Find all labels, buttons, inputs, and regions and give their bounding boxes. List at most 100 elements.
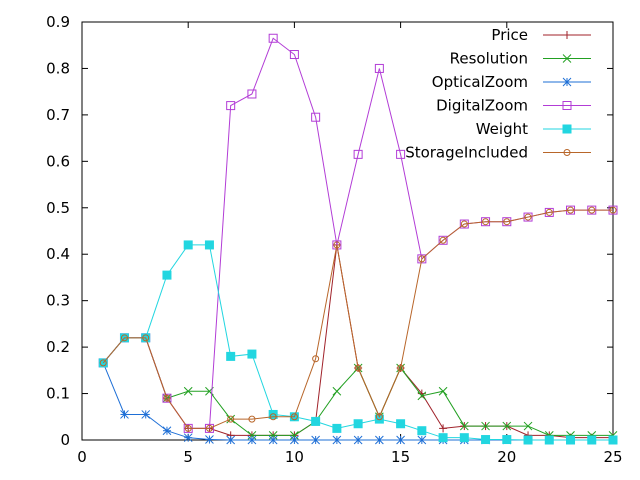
data-point <box>332 240 342 250</box>
data-point <box>396 419 406 429</box>
data-point <box>120 410 129 419</box>
data-point <box>354 364 362 372</box>
data-point <box>311 435 320 445</box>
x-tick-label: 25 <box>603 448 622 466</box>
legend-label: OpticalZoom <box>432 73 528 91</box>
data-point <box>98 358 108 368</box>
y-tick-label: 0.1 <box>46 385 70 403</box>
data-point <box>353 435 363 445</box>
data-point <box>608 435 618 445</box>
data-point <box>438 235 448 245</box>
y-tick-label: 0.8 <box>46 59 70 77</box>
data-point <box>375 435 384 445</box>
data-point <box>269 413 277 421</box>
data-point <box>312 355 320 363</box>
data-point <box>333 241 341 249</box>
legend-item: DigitalZoom <box>436 97 591 115</box>
data-point <box>162 270 172 280</box>
data-point <box>290 435 299 445</box>
data-point <box>248 415 256 423</box>
data-point <box>459 421 469 431</box>
legend-marker <box>562 124 572 134</box>
y-tick-label: 0.2 <box>46 338 70 356</box>
legend-marker <box>563 149 571 156</box>
data-point <box>523 435 533 445</box>
data-point <box>439 424 448 433</box>
series-line <box>102 244 613 439</box>
data-point <box>567 206 575 214</box>
legend-marker <box>562 101 572 110</box>
data-point <box>268 435 278 445</box>
data-point <box>226 351 236 361</box>
legend-label: Weight <box>476 120 528 138</box>
data-point <box>247 349 257 359</box>
data-point <box>142 334 150 342</box>
data-point <box>523 421 533 431</box>
data-point <box>396 435 405 445</box>
series-line <box>102 209 613 429</box>
x-tick-label: 5 <box>183 448 193 466</box>
legend-label: Price <box>491 26 528 44</box>
legend-marker <box>562 54 572 63</box>
legend-item: Price <box>491 26 591 44</box>
data-point <box>289 50 299 60</box>
plot-frame <box>81 21 614 441</box>
data-point <box>460 220 468 228</box>
x-tick-label: 0 <box>77 448 87 466</box>
data-point <box>481 421 490 431</box>
data-point <box>374 63 384 73</box>
data-point <box>503 218 511 226</box>
data-point <box>205 435 214 444</box>
data-point <box>290 413 298 421</box>
data-point <box>353 149 363 159</box>
data-point <box>502 435 512 445</box>
data-point <box>374 414 384 424</box>
data-point <box>502 421 512 431</box>
y-tick-label: 0.6 <box>46 152 70 170</box>
x-tick-label: 15 <box>391 448 410 466</box>
data-point <box>163 394 171 402</box>
data-point <box>609 206 617 214</box>
y-tick-label: 0.3 <box>46 292 70 310</box>
legend-item: StorageIncluded <box>405 144 591 162</box>
data-point <box>332 435 342 445</box>
data-point <box>544 435 554 445</box>
data-point <box>226 101 236 111</box>
data-point <box>184 424 192 432</box>
data-point <box>588 206 596 214</box>
data-point <box>204 240 214 250</box>
series-line <box>102 362 613 441</box>
data-point <box>162 393 172 403</box>
data-point <box>227 415 235 423</box>
data-point <box>523 212 533 222</box>
data-point <box>545 208 553 216</box>
data-point <box>99 359 107 367</box>
data-point <box>183 433 193 443</box>
y-tick-label: 0.7 <box>46 106 70 124</box>
data-point <box>268 33 278 43</box>
data-point <box>205 424 213 432</box>
data-point <box>438 433 448 443</box>
data-point <box>311 112 321 122</box>
y-axis: 0 0.1 0.2 0.3 0.4 0.5 0.6 0.7 0.8 0.9 <box>46 13 613 449</box>
data-point <box>183 386 193 396</box>
y-tick-label: 0.9 <box>46 13 70 31</box>
data-point <box>418 255 426 263</box>
y-tick-label: 0.5 <box>46 199 70 217</box>
data-point <box>268 409 278 419</box>
data-point <box>417 435 427 445</box>
series-line <box>102 244 613 441</box>
y-tick-label: 0.4 <box>46 245 70 263</box>
data-point <box>332 386 342 396</box>
data-point <box>120 334 128 342</box>
x-tick-label: 10 <box>285 448 304 466</box>
data-point <box>417 391 427 401</box>
data-point <box>438 386 448 396</box>
data-point <box>481 435 491 445</box>
data-point <box>247 89 257 99</box>
data-point <box>439 236 447 244</box>
legend-item: Weight <box>476 120 591 138</box>
data-point <box>375 413 383 421</box>
data-point <box>417 254 427 264</box>
data-point <box>397 364 405 372</box>
